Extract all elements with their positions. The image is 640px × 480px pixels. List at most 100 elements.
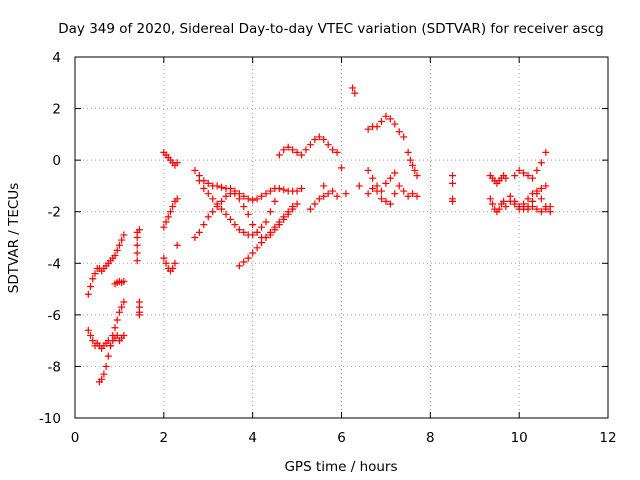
data-point [511,200,519,208]
data-point [364,125,372,133]
data-point [391,169,399,177]
data-point [315,133,323,141]
data-point [209,208,217,216]
data-point [542,148,550,156]
y-tick-label: 0 [52,153,61,169]
data-point [253,195,261,203]
data-point [249,221,257,229]
data-point [266,187,274,195]
series-cluster-2-rise [160,195,181,231]
data-point [191,166,199,174]
data-point [218,197,226,205]
y-tick-label: -4 [48,256,61,272]
data-point [107,342,115,350]
x-tick-label: 10 [511,430,528,446]
data-point [162,218,170,226]
data-point [506,197,514,205]
data-point [160,223,168,231]
data-point [364,166,372,174]
data-point [400,133,408,141]
data-point [258,239,266,247]
data-point [98,375,106,383]
data-point [102,362,110,370]
data-point [120,331,128,339]
series-drop-7-7.7 [400,133,421,180]
y-tick-label: -2 [48,205,61,221]
data-point [120,231,128,239]
data-point [249,249,257,257]
data-point [231,190,239,198]
data-point [275,185,283,193]
data-point [258,192,266,200]
data-point [404,192,412,200]
data-point [235,262,243,270]
data-point [537,185,545,193]
data-point [253,244,261,252]
data-point [338,164,345,172]
data-point [284,208,292,216]
y-axis-label: SDTVAR / TECUs [6,183,22,293]
data-point [404,148,412,156]
data-point [160,254,168,262]
data-point [89,337,97,345]
data-point [235,226,243,234]
data-point [213,203,221,211]
data-point [320,136,328,144]
data-point [391,120,399,128]
data-point [235,195,243,203]
x-tick-label: 0 [71,430,80,446]
data-point [200,221,208,229]
data-point [100,370,108,378]
data-points [84,84,554,386]
data-point [173,159,181,167]
data-point [240,192,248,200]
x-tick-label: 2 [160,430,169,446]
data-point [333,148,341,156]
data-point [449,172,457,180]
data-point [537,195,545,203]
data-point [515,166,523,174]
data-point [115,308,123,316]
data-point [266,208,274,216]
series-arc-d-lower [235,200,301,270]
series-lower-6-7 [364,182,421,208]
data-point [449,197,457,205]
data-point [306,141,314,149]
data-point [489,200,497,208]
data-point [329,187,337,195]
data-point [173,195,181,203]
data-point [109,331,117,339]
data-point [133,249,141,257]
data-point [520,203,528,211]
data-point [218,205,226,213]
data-point [311,136,319,144]
data-point [115,241,123,249]
data-point [271,223,279,231]
plot-frame [74,56,609,419]
series-early-rise-upper [84,231,128,298]
data-point [87,331,95,339]
data-point [262,190,270,198]
data-point [302,146,310,154]
data-point [386,115,394,123]
data-point [113,316,121,324]
data-point [135,311,143,319]
data-point [502,174,510,182]
data-point [524,195,532,203]
data-point [329,146,337,154]
data-point [171,259,179,267]
data-point [533,187,541,195]
data-point [293,200,301,208]
data-point [369,174,377,182]
series-early-dip [95,298,128,386]
data-point [511,172,519,180]
data-point [244,254,252,262]
data-point [104,352,112,360]
data-point [91,270,99,278]
data-point [377,195,385,203]
data-point [342,190,350,198]
data-point [351,89,359,97]
data-point [386,174,394,182]
series-arc-a-upper [191,166,301,204]
